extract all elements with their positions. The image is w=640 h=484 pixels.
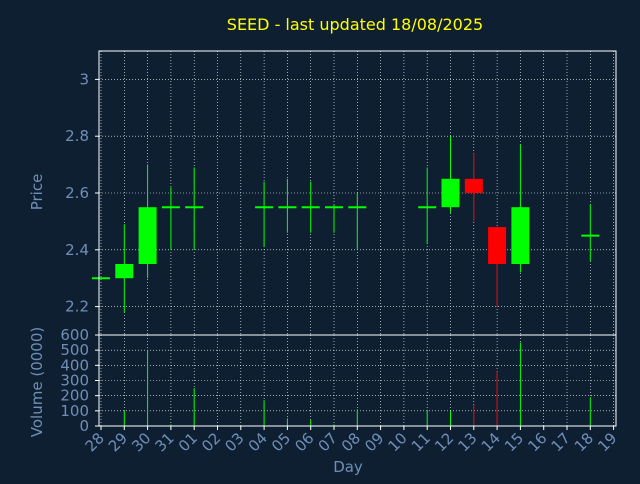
candle-12 [441,136,460,213]
price-axis-label: Price [28,174,46,211]
candle-15 [511,144,530,273]
volume-tick-label: 500 [60,341,89,359]
candle-30 [138,164,157,279]
candle-body [488,227,507,264]
candle-18 [581,204,600,262]
candle-05 [278,178,297,233]
candle-body [441,178,460,208]
volume-tick-label: 0 [79,417,89,435]
volume-plot-frame [98,334,617,427]
candle-06 [301,181,320,233]
volume-tick-label: 400 [60,356,89,374]
candle-11 [418,167,437,245]
candle-body [115,264,134,279]
candle-body [511,207,530,264]
candle-31 [161,187,180,250]
chart-title: SEED - last updated 18/08/2025 [227,15,483,34]
price-tick-label: 2.6 [65,184,89,202]
volume-tick-label: 100 [60,402,89,420]
candle-01 [185,167,204,250]
day-axis-label: Day [333,458,363,476]
candle-04 [255,181,274,247]
price-tick-label: 2.4 [65,241,89,259]
price-tick-label: 2.2 [65,298,89,316]
volume-tick-label: 600 [60,326,89,344]
candle-13 [464,153,483,222]
price-tick-label: 2.8 [65,127,89,145]
candle-body [138,207,157,264]
candle-body [464,178,483,193]
price-tick-label: 3 [79,70,89,88]
price-tick-labels: 2.2 2.4 2.6 2.8 3 [65,70,99,316]
candle-07 [325,204,343,233]
volume-tick-label: 300 [60,372,89,390]
candle-29 [115,224,134,313]
volume-axis-label: Volume (0000) [28,327,46,437]
candle-08 [348,193,367,250]
volume-tick-label: 200 [60,387,89,405]
candle-14 [488,227,507,307]
price-candles [92,136,600,313]
volume-bars [123,342,591,426]
